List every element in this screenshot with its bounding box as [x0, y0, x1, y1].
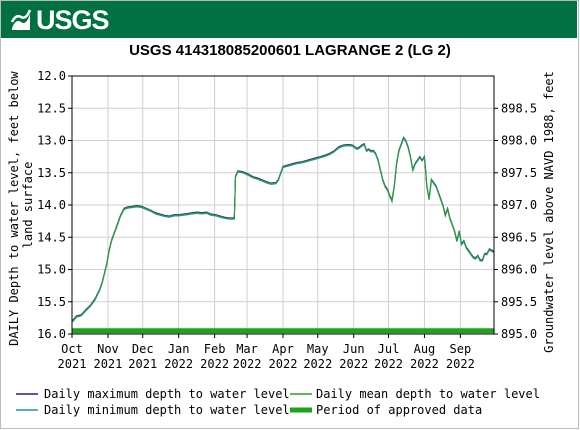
x-tick-year: 2022 [410, 357, 439, 371]
usgs-wave-icon [10, 9, 32, 30]
left-axis-label: DAILY Depth to water level, feet below l… [7, 64, 35, 346]
x-tick-year: 2021 [128, 357, 157, 371]
usgs-logo-text: USGS [36, 4, 110, 35]
right-tick-label: 898.5 [501, 101, 537, 115]
x-tick-year: 2022 [303, 357, 332, 371]
x-tick-year: 2022 [164, 357, 193, 371]
right-tick-label: 898.0 [501, 134, 537, 148]
x-tick-month: May [307, 342, 329, 356]
x-tick-month: Apr [272, 342, 294, 356]
x-tick-month: Jan [168, 342, 190, 356]
usgs-logo[interactable]: USGS [10, 4, 110, 35]
right-tick-label: 897.0 [501, 198, 537, 212]
right-tick-label: 897.5 [501, 166, 537, 180]
left-tick-label: 15.5 [37, 295, 66, 309]
legend-label-mean: Daily mean depth to water level [316, 387, 540, 401]
legend-label-max: Daily maximum depth to water level [44, 387, 290, 401]
series-line-mean [71, 136, 495, 323]
left-tick-label: 12.5 [37, 101, 66, 115]
legend-label-approved: Period of approved data [316, 403, 482, 417]
left-tick-label: 16.0 [37, 327, 66, 341]
left-tick-label: 13.0 [37, 134, 66, 148]
x-tick-year: 2022 [339, 357, 368, 371]
right-axis-label: Groundwater level above NAVD 1988, feet [542, 71, 556, 353]
grid-lines [72, 76, 494, 334]
x-tick-month: Mar [236, 342, 258, 356]
chart-title: USGS 414318085200601 LAGRANGE 2 (LG 2) [129, 42, 451, 59]
left-tick-label: 14.5 [37, 230, 66, 244]
x-tick-year: 2022 [200, 357, 229, 371]
x-tick-month: Sep [450, 342, 472, 356]
left-tick-label: 15.0 [37, 263, 66, 277]
x-tick-month: Oct [61, 342, 83, 356]
right-tick-label: 895.0 [501, 327, 537, 341]
left-tick-label: 14.0 [37, 198, 66, 212]
x-tick-year: 2022 [374, 357, 403, 371]
x-tick-month: Jul [378, 342, 400, 356]
x-tick-year: 2022 [269, 357, 298, 371]
left-axis-ticks: 12.0 12.5 13.0 13.5 14.0 14.5 15.0 15.5 16.0 [37, 69, 72, 341]
x-tick-month: Aug [414, 342, 436, 356]
x-tick-month: Dec [132, 342, 154, 356]
right-axis-ticks: 895.0 895.5 896.0 896.5 897.0 897.5 898.0 898.5 [494, 101, 537, 341]
right-tick-label: 895.5 [501, 295, 537, 309]
x-tick-year: 2022 [446, 357, 475, 371]
legend: Daily maximum depth to water level Daily… [16, 387, 540, 417]
x-tick-month: Jun [343, 342, 365, 356]
x-tick-month: Feb [204, 342, 226, 356]
plot-series [71, 136, 495, 334]
x-tick-year: 2022 [233, 357, 262, 371]
x-tick-month: Nov [97, 342, 119, 356]
right-tick-label: 896.0 [501, 263, 537, 277]
legend-label-min: Daily minimum depth to water level [44, 403, 290, 417]
right-tick-label: 896.5 [501, 230, 537, 244]
left-tick-label: 12.0 [37, 69, 66, 83]
x-tick-year: 2021 [93, 357, 122, 371]
left-axis-label-line1: DAILY Depth to water level, feet below [7, 71, 21, 346]
x-axis-ticks: Oct2021Nov2021Dec2021Jan2022Feb2022Mar20… [58, 334, 475, 371]
left-tick-label: 13.5 [37, 166, 66, 180]
x-tick-year: 2021 [58, 357, 87, 371]
usgs-banner: USGS [1, 1, 577, 38]
left-axis-label-line2: land surface [21, 162, 35, 249]
